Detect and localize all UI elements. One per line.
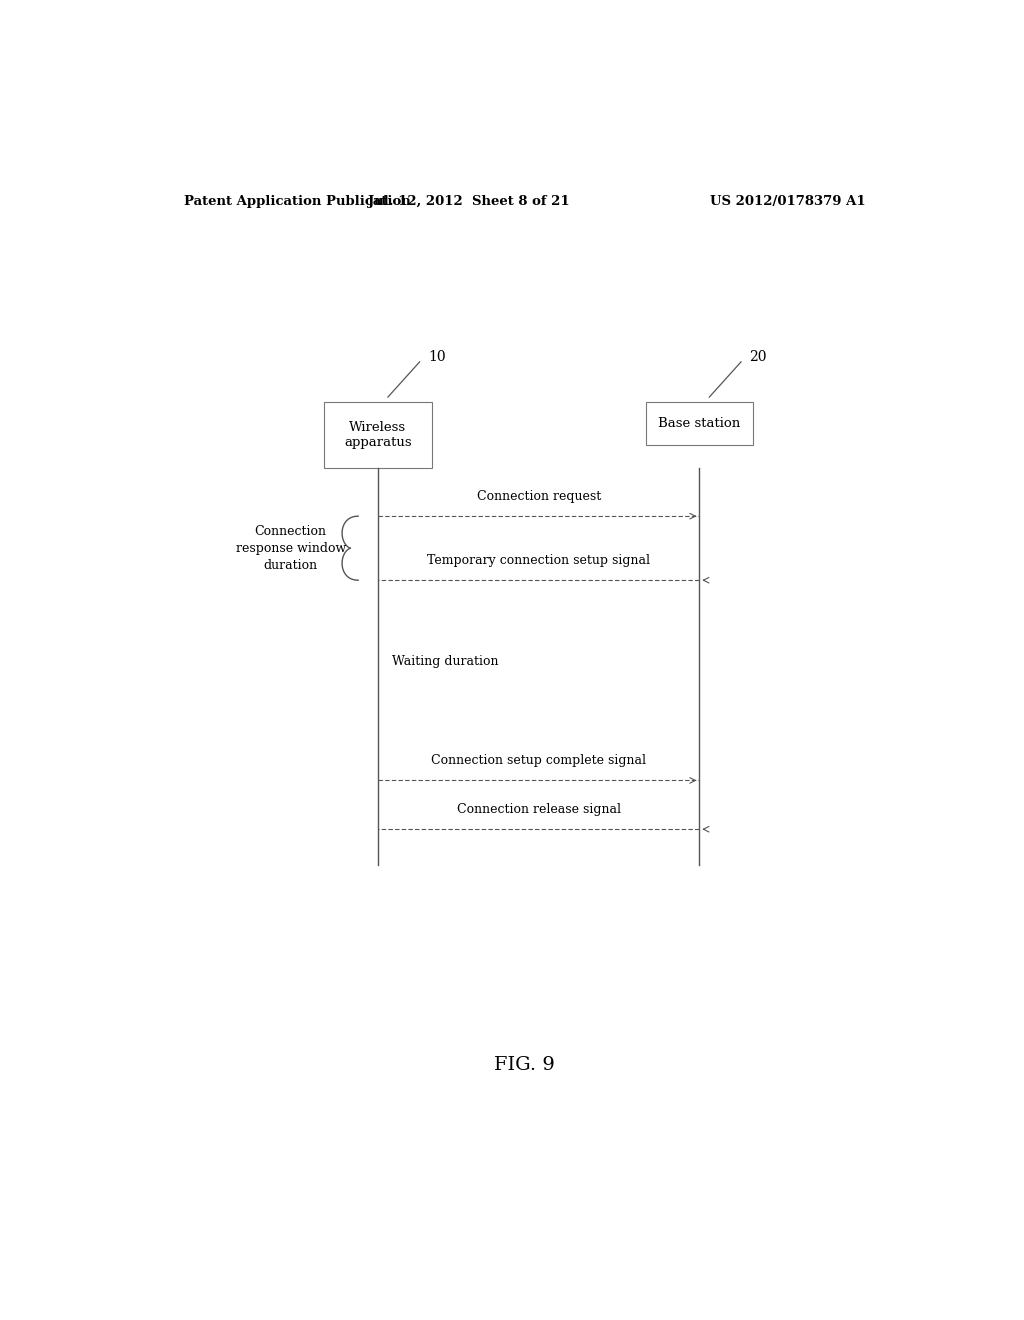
Bar (325, 403, 431, 469)
Text: Connection release signal: Connection release signal (457, 803, 621, 816)
Text: Connection setup complete signal: Connection setup complete signal (431, 754, 646, 767)
Text: Temporary connection setup signal: Temporary connection setup signal (427, 554, 650, 568)
Text: Patent Application Publication: Patent Application Publication (183, 194, 411, 207)
Bar (646, 403, 753, 445)
Text: Connection request: Connection request (476, 490, 601, 503)
Text: Wireless
apparatus: Wireless apparatus (344, 421, 412, 449)
Text: 10: 10 (428, 350, 445, 363)
Text: Jul. 12, 2012  Sheet 8 of 21: Jul. 12, 2012 Sheet 8 of 21 (369, 194, 570, 207)
Text: Waiting duration: Waiting duration (392, 655, 499, 668)
Text: FIG. 9: FIG. 9 (495, 1056, 555, 1074)
Text: US 2012/0178379 A1: US 2012/0178379 A1 (711, 194, 866, 207)
Text: 20: 20 (750, 350, 767, 363)
Text: Connection
response window
duration: Connection response window duration (236, 524, 346, 572)
Text: Base station: Base station (658, 417, 740, 430)
